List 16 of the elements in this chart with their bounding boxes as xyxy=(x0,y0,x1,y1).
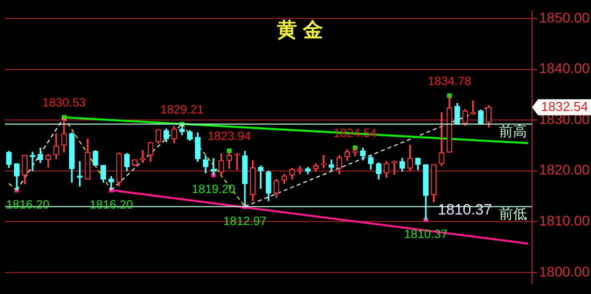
data-label: 1829.21 xyxy=(160,102,204,116)
data-label: 1823.94 xyxy=(207,129,252,144)
y-tick-label: 1810.00 xyxy=(539,212,590,229)
ref-line-label: 前高 xyxy=(499,122,527,139)
annotation: 1810.37 xyxy=(438,202,492,219)
data-label: 1834.78 xyxy=(428,74,472,88)
text: 黄 金 xyxy=(276,20,323,42)
data-label: 1810.37 xyxy=(404,227,448,242)
y-tick-label: 1850.00 xyxy=(539,9,590,26)
data-label: 1819.20 xyxy=(192,182,236,196)
y-tick-label: 1800.00 xyxy=(539,263,590,280)
data-label: 1830.53 xyxy=(42,96,86,110)
y-tick-label: 1820.00 xyxy=(539,162,590,178)
ref-line-label: 前低 xyxy=(499,205,527,222)
text: 1832.54 xyxy=(541,98,588,114)
y-tick-label: 1840.00 xyxy=(539,60,590,76)
